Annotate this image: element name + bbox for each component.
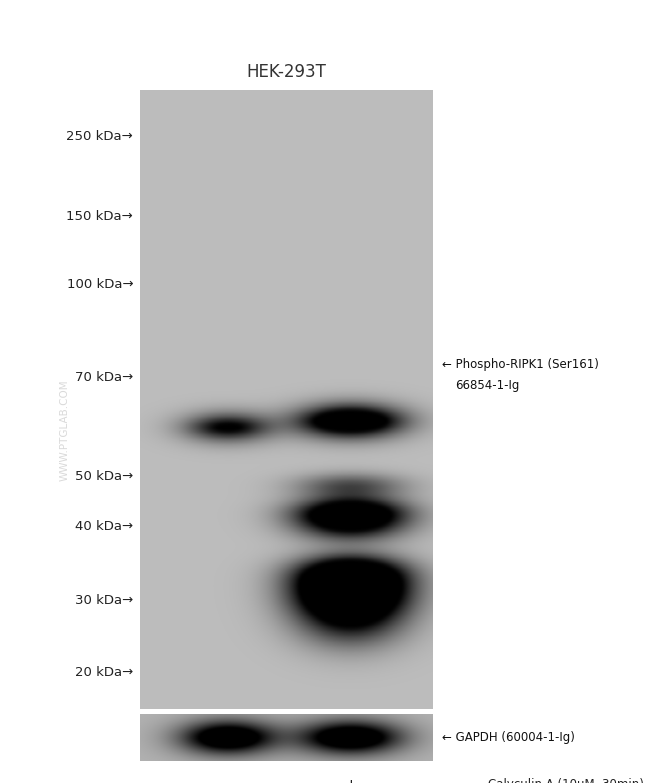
Text: 20 kDa→: 20 kDa→ [75,666,133,679]
Text: 40 kDa→: 40 kDa→ [75,520,133,532]
Text: WWW.PTGLAB.COM: WWW.PTGLAB.COM [60,380,70,482]
Text: 100 kDa→: 100 kDa→ [66,279,133,291]
Text: -: - [225,778,230,783]
Text: ← Phospho-RIPK1 (Ser161): ← Phospho-RIPK1 (Ser161) [442,359,599,371]
Text: HEK-293T: HEK-293T [246,63,326,81]
Text: 70 kDa→: 70 kDa→ [75,371,133,384]
Text: ← GAPDH (60004-1-Ig): ← GAPDH (60004-1-Ig) [442,731,575,744]
Text: 30 kDa→: 30 kDa→ [75,594,133,607]
Text: +: + [344,778,357,783]
Text: 66854-1-Ig: 66854-1-Ig [455,379,519,392]
Text: 50 kDa→: 50 kDa→ [75,470,133,483]
Text: 250 kDa→: 250 kDa→ [66,130,133,143]
Text: Calyculin A (10μM, 30min): Calyculin A (10μM, 30min) [488,778,644,783]
Text: 150 kDa→: 150 kDa→ [66,211,133,223]
